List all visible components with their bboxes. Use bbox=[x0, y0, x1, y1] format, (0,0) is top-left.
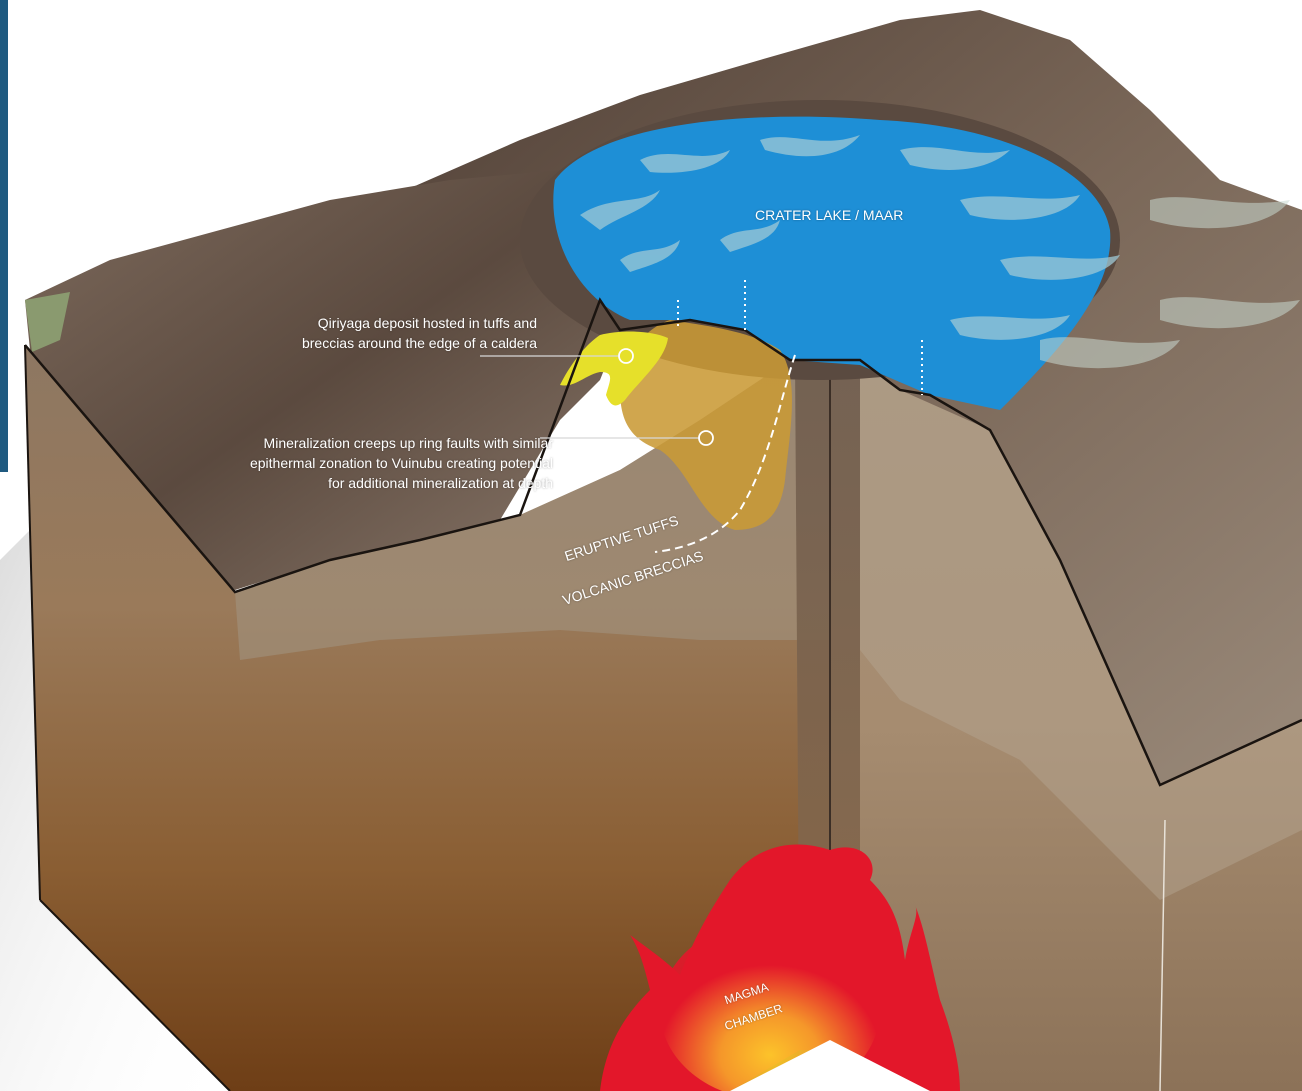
tuff-breccia-boundary bbox=[654, 354, 796, 553]
left-slope bbox=[25, 170, 620, 590]
qiriyaga-callout-line-1: Qiriyaga deposit hosted in tuffs and bbox=[317, 315, 537, 331]
mineralization-callout-line-2: epithermal zonation to Vuinubu creating … bbox=[249, 455, 553, 471]
mineralization-callout-line-3: for additional mineralization at depth bbox=[328, 475, 553, 491]
lake-ripples bbox=[580, 135, 1120, 340]
mineralization-callout-line-1: Mineralization creeps up ring faults wit… bbox=[263, 435, 553, 451]
mineralization-marker bbox=[698, 430, 714, 446]
left-edge-line bbox=[24, 344, 41, 901]
right-corner-line bbox=[1159, 819, 1166, 1091]
magma-cutout bbox=[730, 1040, 930, 1091]
qiriyaga-marker bbox=[618, 348, 634, 364]
callout-lines bbox=[480, 355, 700, 439]
sidebar-strip bbox=[0, 0, 8, 472]
right-pale-band bbox=[860, 360, 1302, 900]
qiriyaga-callout-line-2: breccias around the edge of a caldera bbox=[301, 335, 537, 351]
mineralization-zone bbox=[620, 320, 792, 530]
depth-dotted-lines bbox=[677, 280, 923, 395]
bottom-left-edge-line bbox=[39, 899, 231, 1091]
qiriyaga-deposit bbox=[560, 331, 668, 406]
ridge-mist bbox=[1040, 197, 1300, 369]
left-grass-edge bbox=[25, 292, 70, 352]
crater-lake-label: CRATER LAKE / MAAR bbox=[755, 207, 904, 223]
